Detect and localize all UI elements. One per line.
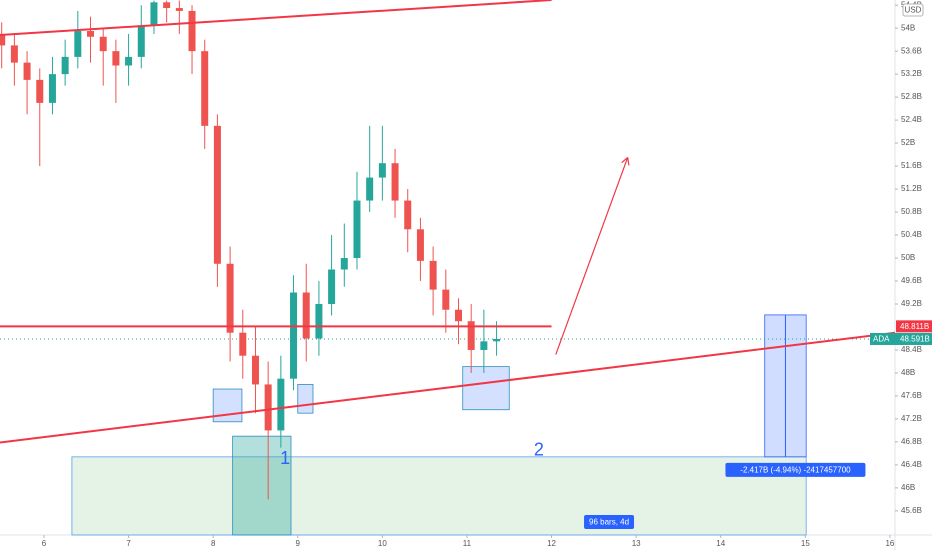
- candle-body: [99, 36, 107, 52]
- x-tick-label: 10: [378, 539, 387, 548]
- candle-body: [353, 200, 361, 259]
- y-tick-label: 50B: [901, 253, 915, 262]
- zone: [212, 388, 243, 423]
- candle-body: [226, 263, 234, 333]
- y-tick-label: 52B: [901, 138, 915, 147]
- zone: [232, 435, 292, 536]
- y-tick-label: 52.4B: [901, 115, 922, 124]
- y-tick-label: 49.2B: [901, 299, 922, 308]
- x-tick-label: 14: [716, 539, 725, 548]
- annotation: 2: [534, 439, 544, 459]
- candle-body: [315, 303, 323, 339]
- candle-body: [74, 31, 82, 57]
- candle-body: [125, 56, 133, 66]
- price-label: 48.591B: [900, 335, 930, 344]
- y-tick-label: 50.8B: [901, 207, 922, 216]
- candle-body: [454, 309, 462, 322]
- x-tick-label: 8: [211, 539, 216, 548]
- y-tick-label: 53.2B: [901, 69, 922, 78]
- candle-body: [163, 2, 171, 9]
- candle-body: [340, 258, 348, 270]
- date-range: [71, 456, 807, 536]
- annotation: 1: [280, 448, 290, 468]
- candle-body: [480, 341, 488, 350]
- candle-body: [366, 177, 374, 201]
- level-label: 48.811B: [900, 322, 929, 331]
- candle-body: [175, 8, 183, 11]
- candle-body: [150, 2, 158, 26]
- candle-body: [416, 229, 424, 261]
- currency-box: [902, 3, 924, 17]
- x-tick-label: 7: [126, 539, 131, 548]
- x-tick-label: 12: [547, 539, 556, 548]
- candle-body: [137, 25, 145, 57]
- candle-body: [239, 332, 247, 356]
- x-tick-label: 16: [885, 539, 894, 548]
- arrow-head: [627, 157, 630, 166]
- candle-body: [48, 74, 56, 103]
- candle-body: [378, 163, 386, 178]
- y-tick-label: 50.4B: [901, 230, 922, 239]
- y-tick-label: 53.6B: [901, 46, 922, 55]
- arrow-head: [621, 157, 629, 164]
- y-tick-label: 48.4B: [901, 345, 922, 354]
- candle-body: [277, 378, 285, 431]
- candle-body: [201, 51, 209, 126]
- price-name: ADA: [873, 335, 890, 344]
- trend-line: [0, 331, 896, 444]
- y-tick-label: 47.2B: [901, 414, 922, 423]
- y-tick-label: 49.6B: [901, 276, 922, 285]
- candle-body: [36, 79, 44, 103]
- label-bg: [584, 515, 635, 529]
- x-tick-label: 9: [296, 539, 301, 548]
- candle-body: [61, 56, 69, 75]
- candle-body: [467, 321, 475, 350]
- x-tick-label: 11: [463, 539, 472, 548]
- candle-body: [23, 62, 31, 80]
- currency: USD: [905, 6, 922, 15]
- zone: [462, 366, 510, 411]
- candle-body: [87, 31, 95, 37]
- range-text: 96 bars, 4d: [589, 518, 629, 527]
- candle-body: [290, 292, 298, 379]
- level-label-bg: [896, 320, 932, 333]
- candle-body: [442, 289, 450, 310]
- zone: [297, 384, 314, 414]
- candle-body: [213, 125, 221, 264]
- candle-body: [112, 51, 120, 66]
- candle-body: [328, 269, 336, 304]
- y-tick-label: 46.8B: [901, 437, 922, 446]
- y-tick-label: 45.6B: [901, 506, 922, 515]
- candle-body: [493, 338, 501, 342]
- candle-body: [251, 355, 259, 385]
- x-tick-label: 15: [801, 539, 810, 548]
- y-tick-label: 47.6B: [901, 391, 922, 400]
- y-tick-label: 54B: [901, 23, 915, 32]
- y-tick-label: 48B: [901, 368, 915, 377]
- candle-body: [264, 384, 272, 431]
- arrow-line: [555, 157, 629, 355]
- trend-line: [0, 0, 552, 37]
- x-tick-label: 6: [42, 539, 47, 548]
- y-tick-label: 46.4B: [901, 460, 922, 469]
- price-label-bg: [870, 332, 932, 345]
- x-tick-label: 13: [632, 539, 641, 548]
- candle-body: [302, 292, 310, 339]
- y-tick-label: 52.8B: [901, 92, 922, 101]
- y-tick-label: 51.2B: [901, 184, 922, 193]
- candle-body: [429, 260, 437, 290]
- label-bg: [725, 462, 866, 477]
- candle-body: [404, 200, 412, 230]
- y-tick-label: 46B: [901, 483, 915, 492]
- candle-body: [10, 45, 18, 63]
- candle-body: [391, 163, 399, 201]
- y-tick-label: 51.6B: [901, 161, 922, 170]
- measure-text: -2.417B (-4.94%) -2417457700: [740, 465, 851, 474]
- candle-body: [0, 33, 6, 46]
- measure-label: -2.417B (-4.94%) -2417457700: [725, 462, 866, 477]
- candle-body: [188, 10, 196, 52]
